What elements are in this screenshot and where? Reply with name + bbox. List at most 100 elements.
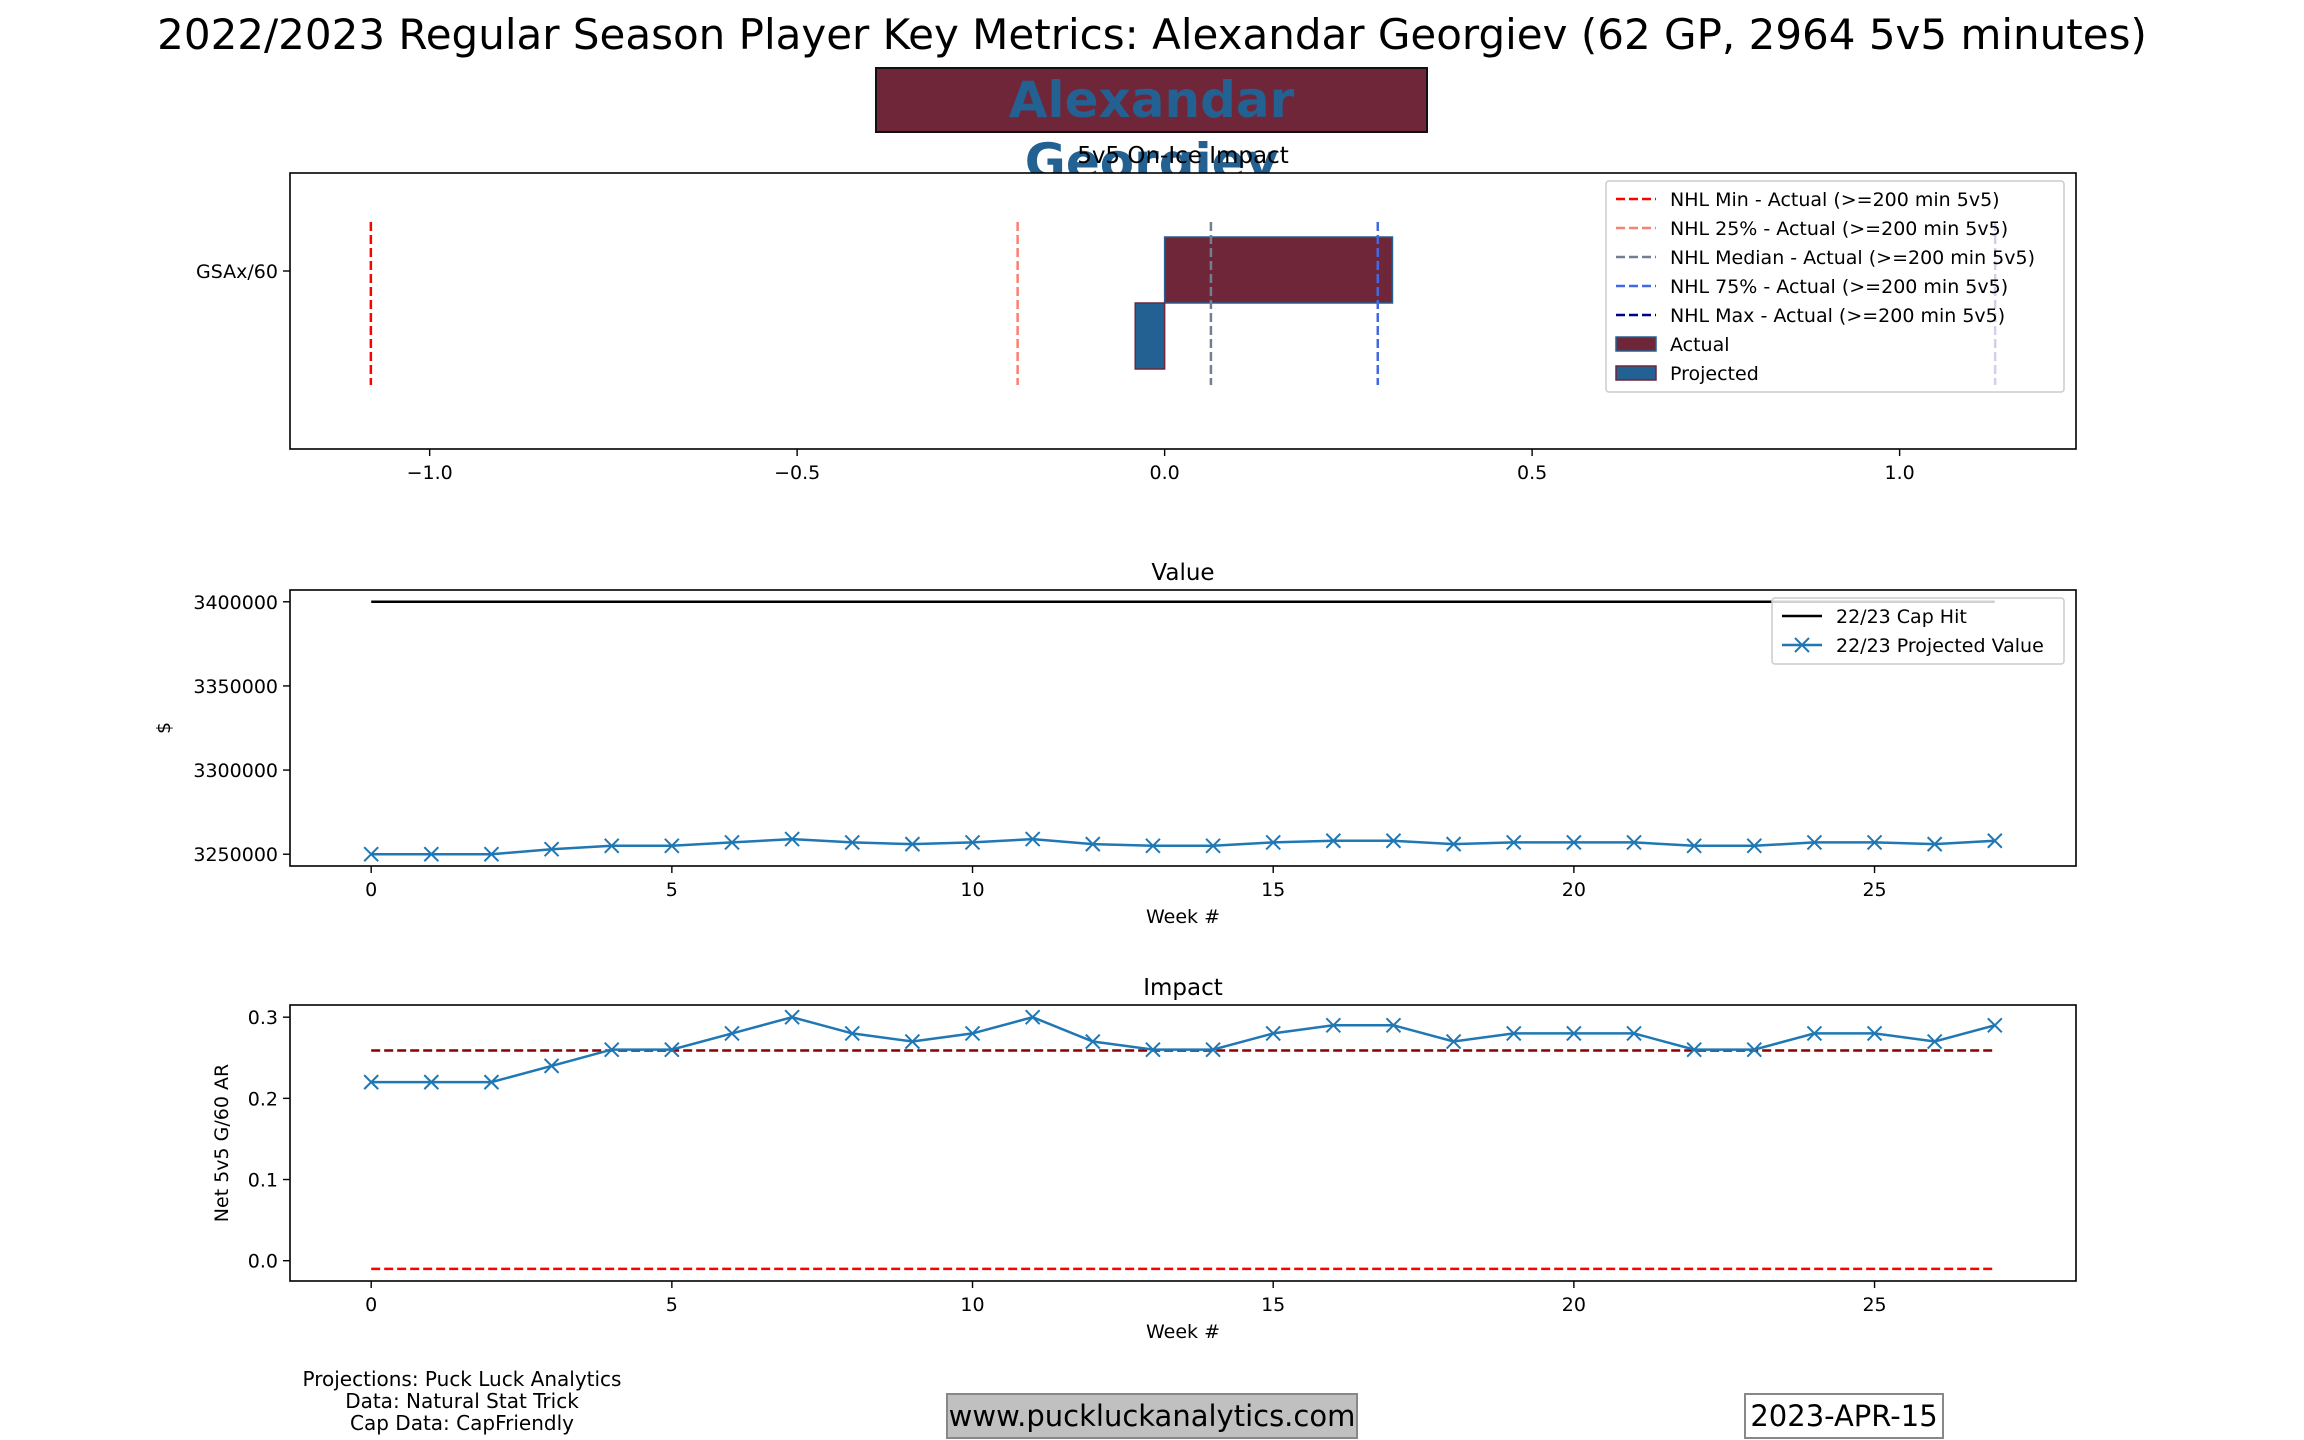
x-tick-label: 0 bbox=[365, 1294, 377, 1316]
data-point bbox=[724, 1025, 740, 1042]
y-tick-label: 3350000 bbox=[193, 676, 278, 698]
legend-box bbox=[1771, 597, 2065, 665]
data-point bbox=[1265, 1025, 1281, 1042]
x-tick-label: 1.0 bbox=[1884, 462, 1914, 484]
on-ice-impact-chart: 5v5 On-Ice Impact −1.0 −0.5 0.0 0.5 1.0 GSAx/6… bbox=[196, 143, 2077, 484]
y-tick-label: 0.0 bbox=[248, 1251, 278, 1273]
x-tick-label: 10 bbox=[960, 879, 984, 901]
data-point bbox=[483, 846, 500, 862]
data-point bbox=[1566, 834, 1582, 851]
page-title: 2022/2023 Regular Season Player Key Metr… bbox=[157, 10, 2147, 59]
chart-title: 5v5 On-Ice Impact bbox=[1077, 143, 1289, 169]
data-point bbox=[1506, 834, 1522, 851]
data-point bbox=[1987, 833, 2003, 849]
data-point bbox=[604, 838, 620, 854]
y-axis-label: $ bbox=[153, 722, 175, 734]
x-tick-label: 15 bbox=[1261, 1294, 1285, 1316]
y-tick-label: 3400000 bbox=[193, 592, 278, 614]
data-point bbox=[904, 1033, 921, 1050]
credit-projections: Projections: Puck Luck Analytics bbox=[302, 1367, 622, 1391]
y-tick-label: 0.1 bbox=[248, 1170, 278, 1192]
bar-projected bbox=[1134, 302, 1166, 370]
legend-label: NHL Median - Actual (>=200 min 5v5) bbox=[1670, 247, 2035, 269]
data-point bbox=[664, 838, 680, 854]
data-point bbox=[1325, 1017, 1342, 1033]
data-point bbox=[844, 834, 860, 851]
y-tick-label: 0.3 bbox=[248, 1007, 278, 1029]
plot-frame bbox=[289, 1004, 2077, 1282]
legend-label: 22/23 Projected Value bbox=[1836, 635, 2044, 657]
x-axis-label: Week # bbox=[1146, 906, 1220, 928]
legend-label: NHL Max - Actual (>=200 min 5v5) bbox=[1670, 305, 2005, 327]
date-badge: 2023-APR-15 bbox=[1744, 1393, 1944, 1439]
data-point bbox=[363, 1074, 379, 1090]
data-point bbox=[1385, 833, 1402, 849]
x-tick-label: 10 bbox=[960, 1294, 984, 1316]
data-point bbox=[724, 834, 740, 851]
data-point bbox=[1385, 1017, 1402, 1033]
data-point bbox=[1145, 838, 1161, 854]
data-point bbox=[664, 1041, 680, 1058]
x-tick-label: 20 bbox=[1562, 1294, 1586, 1316]
data-point bbox=[1686, 1041, 1702, 1058]
legend-swatch bbox=[1615, 365, 1657, 381]
chart-title: Value bbox=[1151, 560, 1214, 586]
chart-title: Impact bbox=[1143, 975, 1223, 1001]
y-tick-label: GSAx/60 bbox=[196, 261, 278, 283]
data-point bbox=[1145, 1041, 1161, 1058]
data-point bbox=[1806, 1025, 1823, 1042]
x-tick-label: 0.0 bbox=[1150, 462, 1180, 484]
x-tick-label: 5 bbox=[666, 879, 678, 901]
x-tick-label: 0.5 bbox=[1517, 462, 1547, 484]
series-line bbox=[371, 1015, 1996, 1084]
legend-label: 22/23 Cap Hit bbox=[1836, 606, 1967, 628]
data-point bbox=[363, 846, 379, 862]
data-point bbox=[784, 831, 800, 847]
legend-swatch bbox=[1615, 336, 1657, 352]
bar-actual bbox=[1163, 236, 1394, 304]
y-tick-label: 0.2 bbox=[248, 1088, 278, 1110]
data-point bbox=[1265, 834, 1281, 851]
data-point bbox=[1566, 1025, 1582, 1042]
series-line bbox=[371, 837, 1995, 856]
legend-label: NHL Min - Actual (>=200 min 5v5) bbox=[1670, 189, 2000, 211]
x-tick-label: 0 bbox=[365, 879, 377, 901]
data-point bbox=[1746, 1041, 1762, 1058]
data-point bbox=[543, 841, 560, 857]
x-axis-label: Week # bbox=[1146, 1321, 1220, 1343]
x-tick-label: 15 bbox=[1261, 879, 1285, 901]
data-point bbox=[483, 1074, 500, 1090]
data-point bbox=[1926, 1033, 1943, 1050]
legend-label: Projected bbox=[1670, 363, 1759, 385]
data-point bbox=[904, 836, 921, 852]
x-tick-label: −1.0 bbox=[407, 462, 453, 484]
data-point bbox=[604, 1041, 620, 1058]
data-point bbox=[543, 1058, 560, 1074]
website-link[interactable]: www.puckluckanalytics.com bbox=[946, 1393, 1358, 1439]
data-point bbox=[1085, 1033, 1101, 1050]
credits: Projections: Puck Luck Analytics Data: N… bbox=[292, 1368, 632, 1434]
x-tick-label: 20 bbox=[1562, 879, 1586, 901]
data-point bbox=[1024, 1009, 1041, 1025]
data-point bbox=[1445, 836, 1462, 852]
data-point bbox=[1987, 1017, 2003, 1033]
legend-label: NHL 25% - Actual (>=200 min 5v5) bbox=[1670, 218, 2008, 240]
y-tick-label: 3250000 bbox=[193, 844, 278, 866]
legend-label: Actual bbox=[1670, 334, 1730, 356]
x-tick-label: 5 bbox=[666, 1294, 678, 1316]
x-tick-label: −0.5 bbox=[774, 462, 820, 484]
x-tick-label: 25 bbox=[1862, 879, 1886, 901]
data-point bbox=[423, 846, 440, 862]
data-point bbox=[964, 834, 981, 851]
data-point bbox=[964, 1025, 981, 1042]
legend-label: NHL 75% - Actual (>=200 min 5v5) bbox=[1670, 276, 2008, 298]
data-point bbox=[1746, 838, 1762, 854]
data-point bbox=[1205, 838, 1221, 854]
data-point bbox=[1085, 836, 1101, 852]
y-axis-label: Net 5v5 G/60 AR bbox=[211, 1064, 233, 1222]
value-chart: Value 0 5 10 15 20 25 3250000 3300000 3350000 3400… bbox=[153, 560, 2077, 928]
data-point bbox=[784, 1009, 800, 1025]
x-tick-label: 25 bbox=[1862, 1294, 1886, 1316]
